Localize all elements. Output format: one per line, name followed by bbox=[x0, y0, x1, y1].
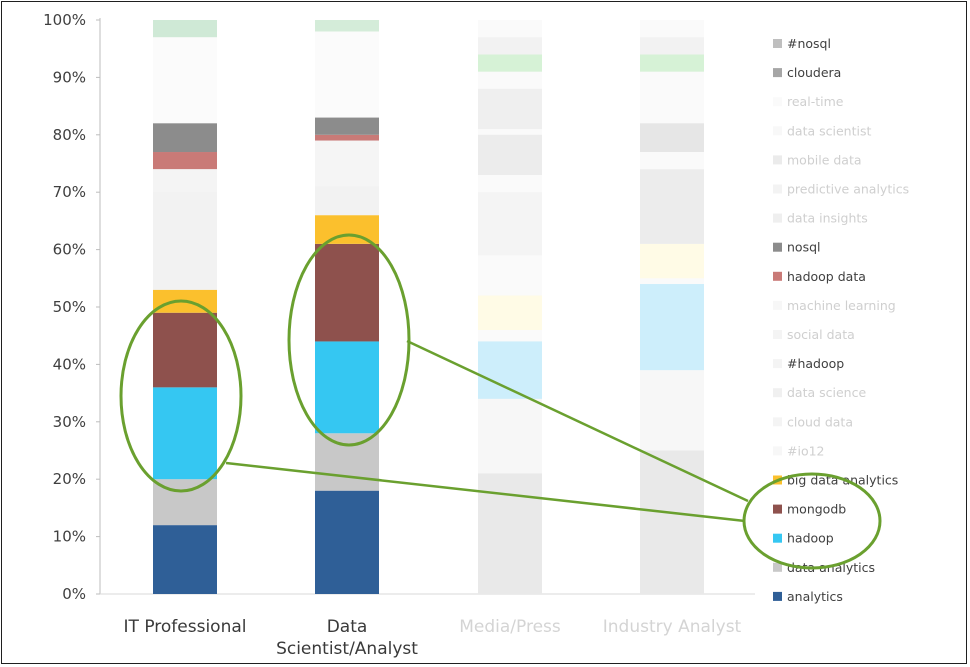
bar-segment-faded-industry-analyst bbox=[640, 169, 704, 244]
legend-label-cloud-data: cloud data bbox=[787, 414, 853, 429]
legend-swatch-mongodb bbox=[773, 504, 782, 514]
legend-label-analytics: analytics bbox=[787, 589, 843, 604]
bar-segment-data-scientist-analyst-nosql bbox=[315, 117, 379, 135]
legend-swatch-mobile-data bbox=[773, 155, 782, 165]
legend-swatch-cloud-data bbox=[773, 417, 782, 427]
bar-segment-faded-media-press bbox=[478, 88, 542, 130]
bar-segment-faded-media-press bbox=[478, 37, 542, 55]
y-tick-label: 100% bbox=[43, 11, 86, 29]
bar-segment-faded-media-press bbox=[478, 192, 542, 256]
legend-label-machine-learning: machine learning bbox=[787, 298, 896, 313]
legend-label-social-data: social data bbox=[787, 327, 855, 342]
bar-segment-it-professional-analytics bbox=[153, 525, 217, 594]
bar-segment-media-press-io12 bbox=[478, 398, 542, 474]
bar-segment-faded-industry-analyst bbox=[640, 243, 704, 279]
bar-segment-industry-analyst-data-analytics bbox=[640, 450, 704, 594]
bar-segment-faded-media-press bbox=[478, 54, 542, 72]
category-label-data-scientist-analyst: Data Scientist/Analyst bbox=[276, 617, 418, 659]
legend-label-hadoop-data: hadoop data bbox=[787, 269, 866, 284]
legend-label-io12: #io12 bbox=[787, 443, 825, 458]
legend-swatch-machine-learning bbox=[773, 300, 782, 310]
bar-segment-it-professional-mongodb bbox=[153, 312, 217, 388]
bar-segment-faded-it-professional bbox=[153, 20, 217, 38]
legend-swatch-hadoop bbox=[773, 359, 782, 369]
legend-swatch-predictive-analytics bbox=[773, 184, 782, 194]
legend-swatch-nosql bbox=[773, 39, 782, 48]
y-tick-label: 90% bbox=[53, 68, 86, 86]
bar-segment-faded-industry-analyst bbox=[640, 123, 704, 153]
legend-label-cloudera: cloudera bbox=[787, 65, 841, 80]
legend-swatch-analytics bbox=[773, 591, 782, 601]
y-tick-label: 80% bbox=[53, 126, 86, 144]
legend-label-mongodb: mongodb bbox=[787, 502, 846, 517]
bar-segment-faded-industry-analyst bbox=[640, 284, 704, 371]
legend-swatch-hadoop bbox=[773, 533, 782, 543]
highlight-ellipse-it-professional bbox=[119, 299, 243, 493]
legend-swatch-cloudera bbox=[773, 68, 782, 78]
legend-swatch-data-analytics bbox=[773, 562, 782, 572]
legend-label-hadoop: #hadoop bbox=[787, 356, 844, 371]
y-tick-label: 70% bbox=[53, 183, 86, 201]
y-tick-label: 40% bbox=[53, 355, 86, 373]
y-tick-label: 60% bbox=[53, 241, 86, 259]
y-tick-label: 30% bbox=[53, 413, 86, 431]
bar-segment-data-scientist-analyst-analytics bbox=[315, 490, 379, 594]
connector-line-it-professional bbox=[225, 461, 746, 523]
bar-segment-it-professional-hadoop-data bbox=[153, 152, 217, 170]
bar-segment-data-scientist-analyst-hadoop bbox=[315, 341, 379, 434]
bar-segment-it-professional-nosql bbox=[153, 123, 217, 153]
legend-swatch-data-scientist bbox=[773, 126, 782, 136]
legend-swatch-data-insights bbox=[773, 213, 782, 223]
bar-segment-faded-media-press bbox=[478, 134, 542, 175]
legend-label-data-science: data science bbox=[787, 385, 866, 400]
bar-segment-data-scientist-analyst-mongodb bbox=[315, 243, 379, 342]
legend-label-data-scientist: data scientist bbox=[787, 123, 871, 138]
bar-segment-industry-analyst-io12 bbox=[640, 370, 704, 451]
y-tick-label: 0% bbox=[62, 585, 86, 603]
legend-swatch-real-time bbox=[773, 97, 782, 107]
legend-swatch-data-science bbox=[773, 388, 782, 398]
bar-segment-data-scientist-analyst-data-analytics bbox=[315, 433, 379, 491]
legend-label-nosql: #nosql bbox=[787, 36, 831, 51]
bar-segment-faded-data-scientist-analyst bbox=[315, 20, 379, 32]
bar-segment-faded-it-professional bbox=[153, 169, 217, 193]
legend-swatch-io12 bbox=[773, 446, 782, 456]
y-tick-label: 50% bbox=[53, 298, 86, 316]
bar-segment-faded-media-press bbox=[478, 295, 542, 330]
highlight-ellipse-legend bbox=[742, 472, 882, 570]
legend-label-nosql: nosql bbox=[787, 240, 821, 255]
legend-swatch-hadoop-data bbox=[773, 271, 782, 281]
legend-label-data-insights: data insights bbox=[787, 211, 868, 226]
bar-segment-it-professional-hadoop bbox=[153, 387, 217, 480]
highlight-ellipse-data-scientist bbox=[287, 233, 411, 447]
bar-segment-faded-data-scientist-analyst bbox=[315, 140, 379, 187]
legend-swatch-nosql bbox=[773, 242, 782, 252]
legend-label-real-time: real-time bbox=[787, 94, 844, 109]
y-tick-label: 10% bbox=[53, 528, 86, 546]
legend-label-predictive-analytics: predictive analytics bbox=[787, 182, 909, 197]
connector-line-data-scientist bbox=[406, 339, 749, 503]
bar-segment-faded-industry-analyst bbox=[640, 54, 704, 72]
category-label-media-press: Media/Press bbox=[459, 617, 561, 637]
category-label-industry-analyst: Industry Analyst bbox=[603, 617, 742, 637]
legend-label-mobile-data: mobile data bbox=[787, 152, 862, 167]
legend-label-hadoop: hadoop bbox=[787, 531, 834, 546]
legend-swatch-social-data bbox=[773, 330, 782, 339]
y-tick-label: 20% bbox=[53, 470, 86, 488]
bar-segment-faded-industry-analyst bbox=[640, 37, 704, 55]
category-label-it-professional: IT Professional bbox=[124, 617, 247, 637]
